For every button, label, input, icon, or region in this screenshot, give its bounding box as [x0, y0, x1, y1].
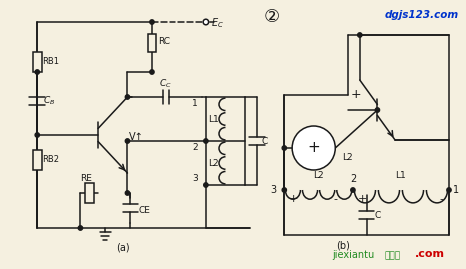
Circle shape [125, 139, 130, 143]
Text: $C_B$: $C_B$ [43, 95, 55, 107]
Circle shape [150, 70, 154, 74]
Text: 1: 1 [192, 99, 198, 108]
Text: 2: 2 [192, 143, 198, 152]
Text: $E_C$: $E_C$ [211, 16, 224, 30]
Text: RB2: RB2 [42, 155, 59, 165]
Text: +: + [350, 88, 361, 101]
Circle shape [357, 33, 362, 37]
Text: CE: CE [138, 206, 150, 215]
Text: -: - [333, 194, 337, 204]
Circle shape [35, 70, 40, 74]
Bar [148, 34, 157, 52]
Circle shape [125, 95, 130, 99]
Text: ②: ② [263, 8, 280, 26]
Text: +: + [289, 194, 299, 204]
Text: -: - [439, 194, 443, 204]
Circle shape [282, 188, 287, 192]
Circle shape [447, 188, 451, 192]
Bar [33, 150, 41, 170]
Text: 3: 3 [270, 185, 276, 195]
Text: RC: RC [158, 37, 170, 47]
Text: L1: L1 [208, 115, 219, 123]
Text: 接线图: 接线图 [384, 251, 400, 260]
Circle shape [282, 146, 287, 150]
Text: L2: L2 [313, 171, 324, 180]
Text: +: + [308, 140, 320, 155]
Circle shape [125, 191, 130, 195]
Circle shape [35, 133, 40, 137]
Text: L1: L1 [396, 171, 406, 180]
Text: L2: L2 [342, 153, 352, 162]
Text: RE: RE [80, 174, 92, 183]
Bar [33, 52, 41, 72]
Circle shape [375, 108, 380, 112]
Circle shape [78, 226, 82, 230]
Text: V↑: V↑ [130, 132, 144, 142]
Bar [85, 183, 94, 203]
Circle shape [351, 188, 355, 192]
Text: L2: L2 [208, 158, 219, 168]
Text: 1: 1 [453, 185, 459, 195]
Circle shape [203, 19, 209, 25]
Circle shape [204, 183, 208, 187]
Text: +: + [358, 194, 367, 204]
Text: C: C [262, 136, 268, 146]
Text: (a): (a) [116, 242, 130, 252]
Text: dgjs123.com: dgjs123.com [384, 10, 459, 20]
Text: (b): (b) [336, 240, 350, 250]
Text: C: C [375, 211, 381, 220]
Circle shape [150, 20, 154, 24]
Text: $C_C$: $C_C$ [159, 78, 172, 90]
Circle shape [204, 139, 208, 143]
Text: jiexiantu: jiexiantu [332, 250, 374, 260]
Text: 2: 2 [350, 174, 356, 184]
Text: RB1: RB1 [42, 58, 59, 66]
Text: .com: .com [414, 249, 445, 259]
Text: 3: 3 [192, 174, 198, 183]
Circle shape [292, 126, 335, 170]
